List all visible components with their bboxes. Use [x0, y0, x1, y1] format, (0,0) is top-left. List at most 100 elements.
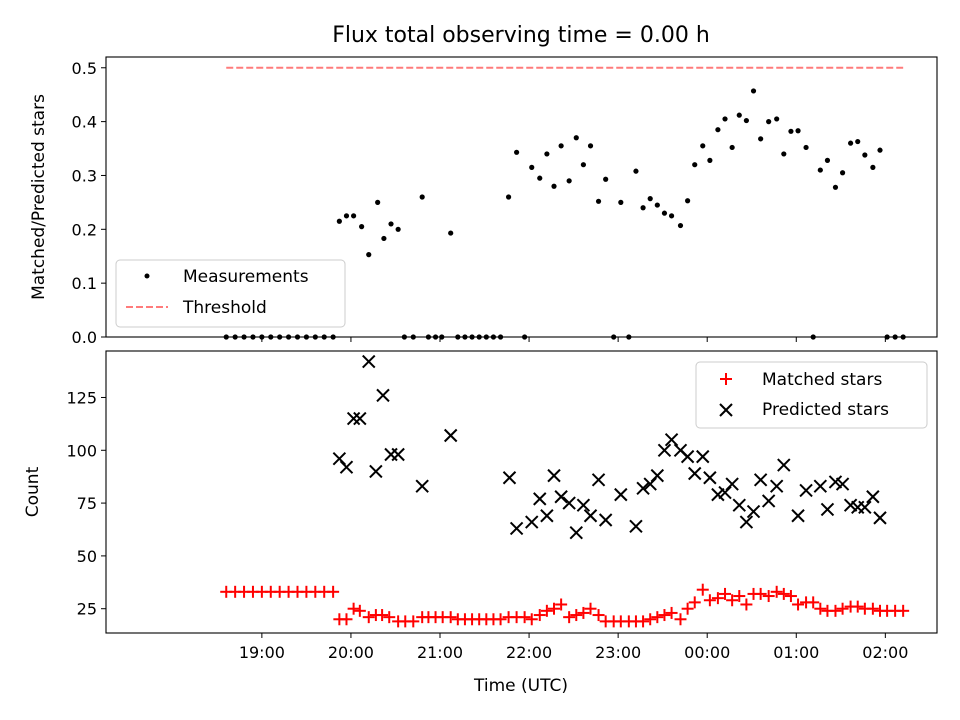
predicted-star-stroke-b [799, 483, 813, 498]
predicted-star-stroke-b [540, 509, 554, 523]
predicted-star-stroke-b [813, 479, 828, 493]
chart-title: Flux total observing time = 0.00 h [332, 23, 710, 48]
measurement-point [824, 157, 831, 163]
measurement-point [700, 143, 706, 149]
matched-star-point [688, 596, 701, 609]
matched-star-point [584, 602, 597, 615]
measurement-point [654, 202, 660, 208]
predicted-star-point [569, 525, 583, 540]
predicted-star-stroke-b [598, 513, 613, 527]
predicted-star-point [664, 433, 679, 447]
matched-star-point [362, 611, 375, 624]
predicted-star-stroke-b [509, 521, 524, 536]
matched-star-point [376, 609, 389, 622]
matched-star-point [555, 598, 568, 611]
measurement-point [336, 218, 342, 224]
measurement-point [351, 213, 357, 219]
top-plot-marks [223, 66, 906, 340]
matched-star-point [518, 611, 531, 624]
predicted-star-point [443, 428, 458, 443]
top-plot-frame [105, 56, 938, 338]
matched-star-point [570, 609, 583, 622]
predicted-star-stroke-b [369, 464, 383, 479]
measurement-point [558, 143, 564, 149]
predicted-star-stroke-b [835, 477, 850, 491]
top-y-tick-label: 0.2 [72, 220, 97, 239]
predicted-star-point [547, 468, 561, 483]
top-y-tick-label: 0.4 [72, 113, 97, 132]
predicted-star-point [591, 473, 606, 487]
top-y-tick-label: 0.5 [72, 59, 97, 78]
measurement-point [722, 116, 728, 122]
measurement-point [729, 144, 735, 151]
legend-matched-label: Matched stars [762, 370, 882, 390]
predicted-star-stroke-b [591, 473, 606, 487]
matched-star-point [762, 590, 775, 603]
predicted-star-point [799, 483, 813, 498]
measurement-point [529, 164, 535, 170]
predicted-star-point [703, 471, 717, 485]
predicted-star-point [509, 521, 524, 536]
matched-star-point [525, 613, 538, 626]
predicted-star-point [540, 509, 554, 523]
legend-measurements-marker [144, 273, 150, 279]
predicted-star-point [533, 492, 547, 506]
measurement-point [855, 138, 861, 145]
matched-star-point [770, 585, 783, 598]
legend-matched-marker [720, 373, 732, 385]
matched-star-point [754, 587, 767, 600]
measurement-point [661, 210, 668, 216]
measurement-point [419, 194, 425, 200]
top-y-tick-label: 0.1 [72, 274, 97, 293]
measurement-point [781, 151, 787, 157]
predicted-star-stroke-b [761, 494, 776, 508]
matched-star-point [777, 587, 790, 600]
predicted-star-stroke-b [562, 496, 576, 510]
predicted-star-point [562, 496, 576, 510]
predicted-star-stroke-b [614, 487, 628, 502]
matched-star-point [577, 606, 590, 619]
predicted-star-point [761, 494, 776, 508]
matched-star-point [494, 613, 507, 626]
measurement-point [640, 205, 646, 211]
matched-star-point [719, 587, 732, 600]
measurement-point [647, 196, 653, 202]
predicted-star-stroke-b [391, 447, 405, 462]
measurement-point [877, 147, 883, 153]
measurement-point [668, 213, 675, 219]
measurement-point [514, 149, 520, 155]
predicted-star-stroke-b [753, 473, 768, 487]
predicted-star-point [746, 504, 761, 519]
measurement-point [766, 119, 772, 125]
matched-star-point [407, 615, 420, 628]
predicted-star-point [554, 490, 568, 504]
predicted-star-stroke-b [650, 468, 665, 483]
measurement-point [587, 143, 594, 149]
predicted-star-stroke-b [525, 515, 539, 529]
bottom-y-tick-label: 100 [66, 441, 97, 460]
bottom-y-tick-label: 125 [66, 388, 97, 407]
predicted-star-point [835, 477, 850, 491]
x-tick-label: 01:00 [773, 643, 819, 662]
bottom-y-tick-label: 75 [77, 494, 97, 513]
top-y-tick-label: 0.0 [72, 328, 97, 347]
measurement-point [707, 157, 713, 163]
predicted-star-stroke-b [777, 458, 791, 472]
measurement-point [774, 116, 780, 122]
predicted-star-stroke-b [732, 498, 746, 512]
measurement-point [618, 199, 624, 205]
predicted-star-point [391, 447, 405, 462]
measurement-point [381, 235, 387, 242]
predicted-star-point [732, 498, 746, 512]
matched-star-point [792, 598, 805, 611]
predicted-star-stroke-b [332, 452, 347, 466]
bottom-axes-ticks: 25 50 75 100 125 19:00 20:00 21:00 22:00 23:00 00:… [66, 388, 908, 662]
predicted-star-stroke-b [576, 498, 591, 512]
measurement-point [788, 128, 794, 134]
measurement-point [375, 199, 381, 205]
matched-star-point [533, 609, 546, 622]
measurement-point [633, 168, 639, 174]
predicted-star-stroke-b [629, 519, 643, 534]
x-tick-label: 02:00 [862, 643, 908, 662]
predicted-star-point [739, 515, 754, 529]
